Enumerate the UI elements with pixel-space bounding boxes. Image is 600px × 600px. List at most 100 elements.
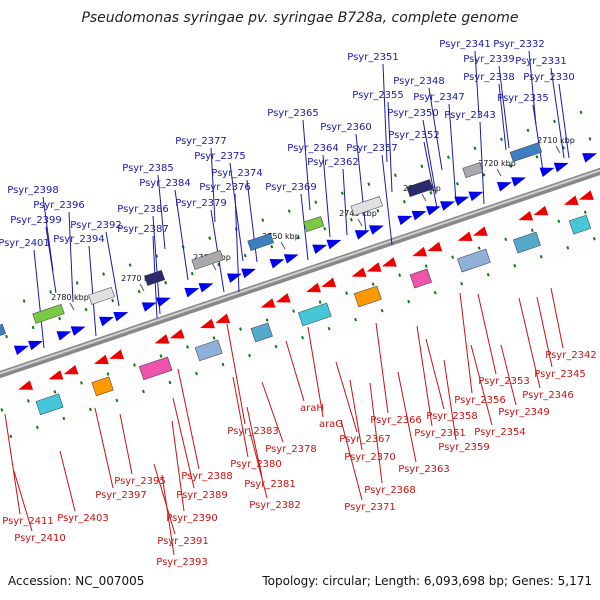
forward-gene-label: Psyr_2341 [439, 39, 491, 50]
tick-mark [139, 283, 145, 292]
arrow-shape [56, 331, 72, 341]
arrow-shape [468, 191, 484, 202]
forward-connector [381, 154, 393, 246]
reverse-connector [425, 338, 445, 410]
arrow-shape [154, 334, 170, 344]
block-rect [91, 376, 114, 397]
forward-gene-label: Psyr_2396 [33, 200, 85, 211]
arrow-shape [93, 354, 109, 365]
forward-gene-label: Psyr_2348 [393, 76, 445, 87]
forward-connector [210, 209, 225, 293]
forward-connector [105, 231, 120, 307]
arrow-shape [184, 287, 200, 298]
arrow-shape [155, 297, 171, 307]
block-rect [409, 268, 432, 289]
reverse-connector [459, 292, 473, 394]
reverse-gene-arrow [93, 354, 109, 365]
block-rect [250, 322, 273, 343]
block-rect [406, 179, 434, 197]
reverse-gene-label: Psyr_2349 [498, 407, 550, 418]
reverse-connector [340, 419, 363, 501]
reverse-connector [177, 368, 200, 470]
block-rect [194, 339, 223, 362]
block-rect [303, 216, 325, 232]
forward-connector [322, 154, 331, 238]
forward-gene-label: Psyr_2384 [139, 178, 191, 189]
feature-block [462, 162, 484, 179]
forward-gene-label: Psyr_2379 [175, 198, 227, 209]
tick-label: 2750 kbp [262, 232, 300, 241]
reverse-gene-label: Psyr_2391 [157, 536, 209, 547]
feature-block [0, 323, 6, 340]
reverse-connector [246, 406, 263, 478]
forward-connector [342, 168, 348, 236]
arrow-shape [354, 230, 370, 240]
reverse-gene-arrow [321, 277, 337, 288]
forward-gene-label: Psyr_2369 [265, 182, 317, 193]
forward-gene-label: Psyr_2330 [523, 72, 575, 83]
reverse-gene-label: Psyr_2367 [339, 434, 391, 445]
forward-gene-label: Psyr_2399 [10, 215, 62, 226]
feature-block [513, 231, 541, 254]
block-rect [247, 233, 274, 251]
forward-connector [498, 83, 507, 151]
reverse-connector [59, 450, 76, 512]
arrow-shape [312, 244, 328, 255]
arrow-shape [28, 340, 43, 351]
forward-connector [229, 162, 244, 262]
tick-mark [421, 193, 427, 202]
forward-connector [45, 226, 57, 294]
forward-gene-arrow [496, 182, 512, 192]
reverse-gene-label: Psyr_2363 [398, 464, 450, 475]
feature-block [568, 214, 592, 235]
forward-connector [428, 87, 443, 171]
feature-block [457, 248, 491, 273]
forward-connector [157, 174, 166, 250]
reverse-gene-label: Psyr_2371 [344, 502, 396, 513]
forward-connector [528, 50, 537, 126]
tick-label: 2720 kbp [478, 159, 516, 168]
forward-gene-label: Psyr_2392 [70, 220, 122, 231]
forward-gene-label: Psyr_2332 [493, 39, 545, 50]
arrow-shape [141, 302, 157, 312]
arrow-shape [226, 273, 242, 283]
reverse-gene-arrow [215, 313, 231, 324]
arrow-shape [169, 329, 185, 339]
tick-label: 2780 kbp [51, 293, 89, 302]
reverse-gene-label: Psyr_2395 [114, 476, 166, 487]
feature-block [303, 216, 325, 232]
arrow-shape [70, 326, 86, 336]
reverse-connector [369, 382, 383, 484]
arrow-shape [366, 262, 382, 272]
reverse-gene-label: Psyr_2353 [478, 376, 530, 387]
arrow-shape [99, 316, 114, 327]
forward-connector [448, 103, 457, 203]
reverse-connector [285, 340, 305, 402]
arrow-shape [427, 241, 443, 252]
reverse-gene-arrow [472, 226, 488, 236]
reverse-connector [550, 287, 564, 349]
reverse-gene-arrow [154, 334, 170, 344]
reverse-gene-label: Psyr_2358 [426, 411, 478, 422]
forward-gene-label: Psyr_2335 [497, 93, 549, 104]
arrow-shape [440, 201, 455, 211]
block-rect [32, 303, 65, 324]
forward-connector [498, 65, 510, 149]
forward-gene-label: Psyr_2398 [7, 185, 59, 196]
arrow-shape [200, 318, 215, 329]
forward-connector [387, 101, 393, 193]
reverse-connector [171, 420, 185, 512]
forward-gene-label: Psyr_2360 [320, 122, 372, 133]
arrow-shape [260, 298, 276, 308]
reverse-gene-arrow [306, 282, 321, 293]
genome-summary-text: Topology: circular; Length: 6,093,698 bp… [262, 574, 592, 588]
reverse-gene-label: Psyr_2342 [545, 350, 597, 361]
block-rect [144, 269, 166, 286]
reverse-connector [261, 381, 284, 443]
forward-connector [423, 141, 438, 209]
feature-block [353, 285, 382, 308]
reverse-connector [500, 344, 517, 406]
feature-block [32, 303, 65, 324]
reverse-connector [153, 463, 176, 535]
